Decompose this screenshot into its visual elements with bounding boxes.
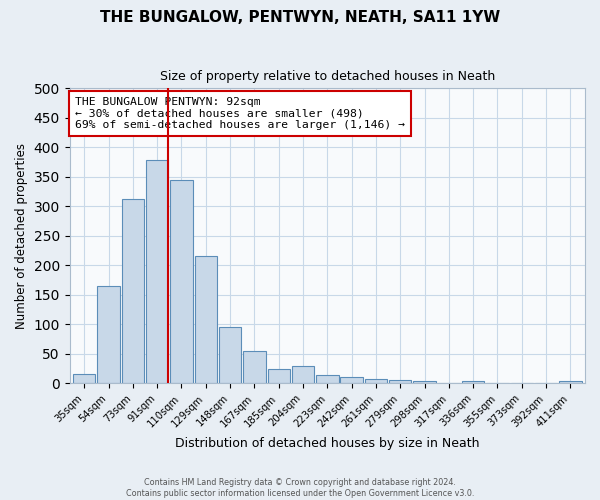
Bar — [413, 381, 436, 384]
Y-axis label: Number of detached properties: Number of detached properties — [15, 143, 28, 329]
Bar — [462, 381, 484, 384]
Bar — [170, 180, 193, 384]
Text: THE BUNGALOW, PENTWYN, NEATH, SA11 1YW: THE BUNGALOW, PENTWYN, NEATH, SA11 1YW — [100, 10, 500, 25]
Text: Contains HM Land Registry data © Crown copyright and database right 2024.
Contai: Contains HM Land Registry data © Crown c… — [126, 478, 474, 498]
Text: THE BUNGALOW PENTWYN: 92sqm
← 30% of detached houses are smaller (498)
69% of se: THE BUNGALOW PENTWYN: 92sqm ← 30% of det… — [75, 97, 405, 130]
Bar — [268, 368, 290, 384]
Title: Size of property relative to detached houses in Neath: Size of property relative to detached ho… — [160, 70, 495, 83]
Bar — [365, 379, 387, 384]
Bar — [73, 374, 95, 384]
Bar — [243, 351, 266, 384]
Bar — [122, 198, 144, 384]
Bar — [194, 256, 217, 384]
Bar — [146, 160, 169, 384]
Bar — [292, 366, 314, 384]
Bar — [316, 375, 338, 384]
X-axis label: Distribution of detached houses by size in Neath: Distribution of detached houses by size … — [175, 437, 479, 450]
Bar — [219, 328, 241, 384]
Bar — [97, 286, 120, 384]
Bar — [389, 380, 412, 384]
Bar — [559, 381, 581, 384]
Bar — [340, 378, 363, 384]
